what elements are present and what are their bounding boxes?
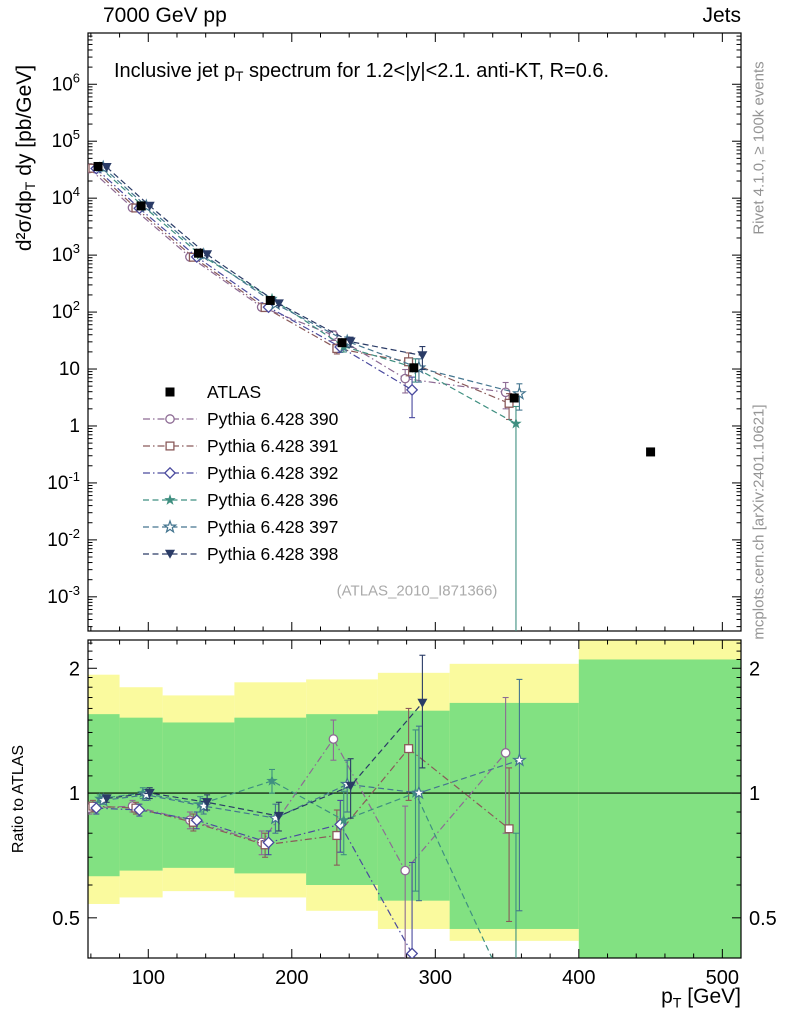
plot-title-post: spectrum for 1.2<|y|<2.1. anti-KT, R=0.6… <box>243 60 610 82</box>
ratio-panel-frame <box>87 639 742 959</box>
xtick-label: 300 <box>419 967 452 989</box>
legend-label-p391: Pythia 6.428 391 <box>207 436 338 456</box>
band-inner-bin <box>162 722 235 868</box>
xtick-label: 500 <box>706 967 739 989</box>
y-axis-label-post: dy [pb/GeV] <box>12 64 36 182</box>
ratio-uncertainty-bands <box>88 640 741 958</box>
ytick-ratio-left: 1 <box>69 783 80 805</box>
legend: ATLAS Pythia 6.428 390 Pythia 6.428 391 Pyt… <box>143 382 339 564</box>
ytick-ratio-left: 2 <box>69 658 80 680</box>
ytick-spectrum: 105 <box>52 127 80 152</box>
legend-label-p390: Pythia 6.428 390 <box>207 409 339 429</box>
ytick-spectrum: 1 <box>69 416 80 437</box>
mcplots-reference-note: mcplots.cern.ch [arXiv:2401.10621] <box>750 404 768 640</box>
band-inner-bin <box>449 702 579 929</box>
legend-label-atlas: ATLAS <box>207 382 261 402</box>
y-axis-label-spectrum: d²σ/dpT dy [pb/GeV] <box>13 65 39 251</box>
ytick-spectrum: 106 <box>52 70 80 95</box>
ytick-spectrum: 10-2 <box>47 526 80 551</box>
series-p390-spectrum <box>88 163 511 410</box>
ytick-spectrum: 10 <box>59 359 80 380</box>
band-inner-bin <box>234 717 307 874</box>
legend-label-p396: Pythia 6.428 396 <box>207 490 338 510</box>
plot-title-pre: Inclusive jet p <box>114 60 236 82</box>
plot-title: Inclusive jet pT spectrum for 1.2<|y|<2.… <box>114 60 609 84</box>
ytick-ratio-right: 2 <box>749 658 760 680</box>
x-axis-label-sub: T <box>672 995 682 1012</box>
ytick-ratio-right: 0.5 <box>749 908 777 930</box>
band-inner-bin <box>377 710 450 901</box>
legend-label-p398: Pythia 6.428 398 <box>207 544 338 564</box>
analysis-id-watermark: (ATLAS_2010_I871366) <box>336 582 498 600</box>
ytick-ratio-right: 1 <box>749 783 760 805</box>
xtick-label: 400 <box>562 967 595 989</box>
spectrum-panel-frame <box>87 32 742 632</box>
legend-label-p392: Pythia 6.428 392 <box>207 463 338 483</box>
xtick-label: 200 <box>275 967 308 989</box>
series-p397-ratio <box>95 678 527 912</box>
series-p392-ratio <box>90 799 419 958</box>
x-axis-label-post: [GeV] <box>681 985 741 1008</box>
rivet-version-note: Rivet 4.1.0, ≥ 100k events <box>750 61 768 235</box>
y-axis-label-pre: d²σ/dp <box>12 190 36 252</box>
plot-title-sub: T <box>235 69 244 85</box>
ytick-spectrum: 102 <box>52 298 80 323</box>
ytick-spectrum: 103 <box>52 241 80 266</box>
y-axis-label-ratio: Ratio to ATLAS <box>10 744 27 854</box>
series-p397-spectrum <box>95 159 527 411</box>
header-analysis-label: Jets <box>702 4 741 27</box>
ytick-spectrum: 10-1 <box>47 469 80 494</box>
legend-label-p397: Pythia 6.428 397 <box>207 517 338 537</box>
series-atlas-spectrum <box>93 161 656 457</box>
axis-ticks <box>88 33 741 959</box>
ytick-spectrum: 10-3 <box>47 583 80 608</box>
series-p398-spectrum <box>101 163 428 371</box>
header-beam-label: 7000 GeV pp <box>103 4 227 27</box>
y-axis-label-sub: T <box>23 181 40 191</box>
series-p398-ratio <box>101 654 428 832</box>
ytick-ratio-left: 0.5 <box>52 908 80 930</box>
band-inner-bin <box>578 659 741 958</box>
x-axis-label-pre: p <box>661 985 673 1008</box>
xtick-label: 100 <box>132 967 165 989</box>
x-axis-label: pT [GeV] <box>661 985 741 1011</box>
ytick-spectrum: 104 <box>52 184 80 209</box>
